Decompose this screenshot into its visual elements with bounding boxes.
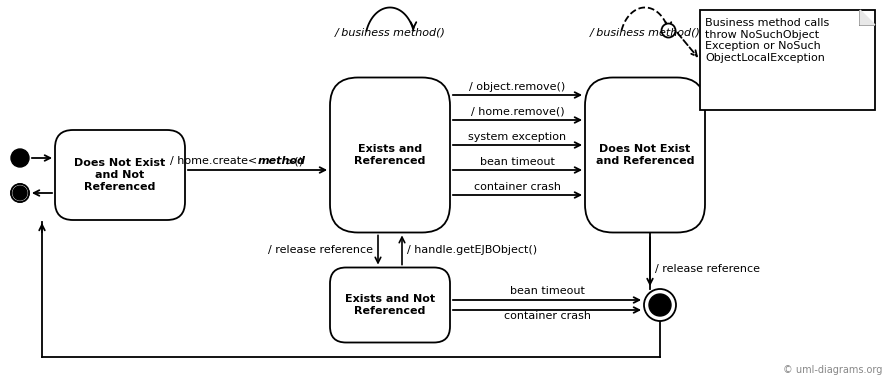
Text: bean timeout: bean timeout [509, 286, 584, 296]
Text: / release reference: / release reference [655, 264, 760, 274]
Text: / home.create<: / home.create< [170, 156, 258, 166]
Text: container crash: container crash [503, 311, 591, 321]
Text: / handle.getEJBObject(): / handle.getEJBObject() [407, 245, 537, 255]
Text: Business method calls
throw NoSuchObject
Exception or NoSuch
ObjectLocalExceptio: Business method calls throw NoSuchObject… [705, 18, 830, 63]
Circle shape [11, 184, 29, 202]
Text: / business method(): / business method() [334, 27, 445, 37]
Text: Exists and
Referenced: Exists and Referenced [354, 144, 425, 166]
Text: / release reference: / release reference [268, 245, 373, 255]
Text: Does Not Exist
and Not
Referenced: Does Not Exist and Not Referenced [74, 158, 166, 192]
Text: / home.remove(): / home.remove() [471, 107, 565, 117]
Circle shape [662, 23, 675, 37]
Text: method: method [258, 156, 305, 166]
Text: Exists and Not
Referenced: Exists and Not Referenced [345, 294, 435, 316]
Circle shape [13, 186, 27, 200]
Text: Does Not Exist
and Referenced: Does Not Exist and Referenced [596, 144, 694, 166]
Polygon shape [860, 10, 875, 25]
Text: >(): >() [285, 156, 303, 166]
FancyBboxPatch shape [55, 130, 185, 220]
FancyBboxPatch shape [700, 10, 875, 110]
FancyBboxPatch shape [330, 77, 450, 233]
Text: bean timeout: bean timeout [480, 157, 555, 167]
FancyBboxPatch shape [330, 268, 450, 343]
Text: © uml-diagrams.org: © uml-diagrams.org [782, 365, 882, 375]
FancyBboxPatch shape [585, 77, 705, 233]
Text: / object.remove(): / object.remove() [469, 82, 566, 92]
Text: container crash: container crash [474, 182, 561, 192]
Circle shape [644, 289, 676, 321]
Circle shape [11, 184, 29, 202]
Circle shape [649, 294, 671, 316]
Text: / business method(): / business method() [590, 27, 700, 37]
Text: system exception: system exception [468, 132, 566, 142]
Circle shape [11, 149, 29, 167]
